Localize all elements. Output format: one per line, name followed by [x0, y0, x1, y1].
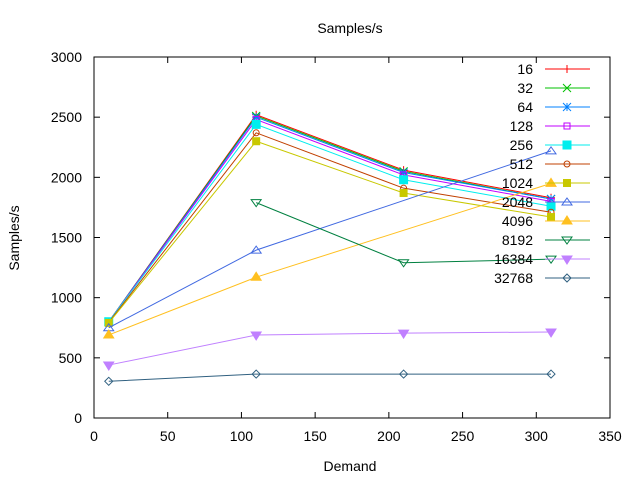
legend-entry: 128: [510, 118, 590, 134]
series-512: [105, 129, 555, 326]
data-point: [102, 361, 115, 371]
series-line: [108, 116, 552, 323]
y-tick-label: 2500: [51, 109, 82, 125]
y-tick-label: 3000: [51, 49, 82, 65]
x-tick-label: 0: [90, 428, 98, 444]
series-256: [104, 119, 556, 327]
x-tick-label: 300: [525, 428, 549, 444]
data-point: [562, 273, 572, 283]
data-point: [562, 102, 572, 112]
series-32768: [104, 369, 556, 387]
series-line: [108, 132, 552, 323]
legend-entry: 32768: [494, 270, 590, 286]
y-tick-label: 2000: [51, 169, 82, 185]
data-point: [563, 160, 571, 168]
legend-entry: 256: [510, 137, 590, 153]
data-point: [397, 329, 410, 340]
series-4096: [102, 177, 557, 339]
legend-entry: 16384: [494, 251, 590, 267]
legend-label: 64: [517, 99, 533, 115]
series-line: [108, 140, 552, 324]
legend-entry: 4096: [502, 213, 590, 229]
data-point: [102, 329, 115, 339]
data-point: [250, 245, 263, 254]
legend-entry: 64: [517, 99, 590, 115]
data-point: [561, 255, 573, 265]
x-tick-label: 50: [160, 428, 176, 444]
legend-label: 8192: [502, 232, 533, 248]
y-tick-label: 0: [74, 410, 82, 426]
legend-label: 32: [517, 80, 533, 96]
x-tick-label: 100: [230, 428, 254, 444]
data-point: [399, 168, 408, 177]
legend-label: 32768: [494, 270, 533, 286]
data-point: [563, 122, 571, 130]
x-axis-label: Demand: [324, 458, 377, 474]
data-point: [563, 65, 571, 73]
series-16384: [102, 328, 557, 371]
data-point: [399, 188, 408, 197]
legend-entry: 8192: [502, 232, 590, 248]
series-line: [108, 373, 552, 382]
series-32: [104, 111, 556, 327]
series-line: [108, 331, 552, 366]
data-point: [545, 145, 558, 155]
data-point: [397, 259, 410, 268]
data-point: [251, 369, 261, 379]
data-point: [251, 112, 261, 122]
x-tick-label: 150: [303, 428, 327, 444]
legend-entry: 512: [510, 156, 590, 172]
data-point: [561, 197, 573, 206]
data-point: [251, 119, 261, 129]
legend-label: 4096: [502, 213, 533, 229]
y-tick-label: 500: [59, 350, 83, 366]
legend-label: 1024: [502, 175, 533, 191]
data-point: [104, 376, 114, 387]
data-point: [252, 129, 260, 137]
data-point: [545, 328, 557, 338]
series-line: [108, 118, 552, 323]
data-point: [250, 271, 263, 281]
legend-entry: 2048: [502, 194, 590, 210]
data-point: [561, 215, 573, 225]
legend-label: 16384: [494, 251, 533, 267]
y-axis-label: Samples/s: [6, 205, 22, 270]
legend-label: 2048: [502, 194, 533, 210]
legend-label: 256: [510, 137, 534, 153]
x-tick-label: 350: [598, 428, 622, 444]
data-point: [252, 137, 261, 146]
x-tick-label: 250: [451, 428, 475, 444]
y-tick-label: 1500: [51, 230, 82, 246]
data-point: [399, 175, 409, 185]
series-2048: [102, 145, 558, 332]
series-8192: [250, 199, 558, 268]
legend-entry: 1024: [502, 175, 590, 191]
data-point: [546, 194, 556, 204]
data-point: [250, 331, 263, 341]
chart-title: Samples/s: [317, 20, 382, 36]
data-point: [562, 83, 572, 93]
legend-entry: 16: [517, 61, 590, 77]
series-line: [108, 150, 552, 329]
data-point: [547, 213, 556, 222]
series-line: [108, 123, 552, 323]
data-point: [545, 177, 557, 187]
legend-label: 512: [510, 156, 534, 172]
data-point: [546, 369, 556, 379]
y-tick-label: 1000: [51, 290, 82, 306]
data-point: [563, 179, 571, 187]
legend-entry: 32: [517, 80, 590, 96]
data-point: [561, 236, 573, 245]
series-line: [255, 202, 552, 264]
data-point: [562, 140, 572, 150]
data-point: [545, 255, 558, 265]
data-point: [398, 369, 409, 379]
data-point: [250, 199, 263, 208]
legend-label: 16: [517, 61, 533, 77]
x-tick-label: 200: [377, 428, 401, 444]
legend-label: 128: [510, 118, 534, 134]
series-line: [108, 114, 552, 323]
series-16: [104, 110, 556, 326]
